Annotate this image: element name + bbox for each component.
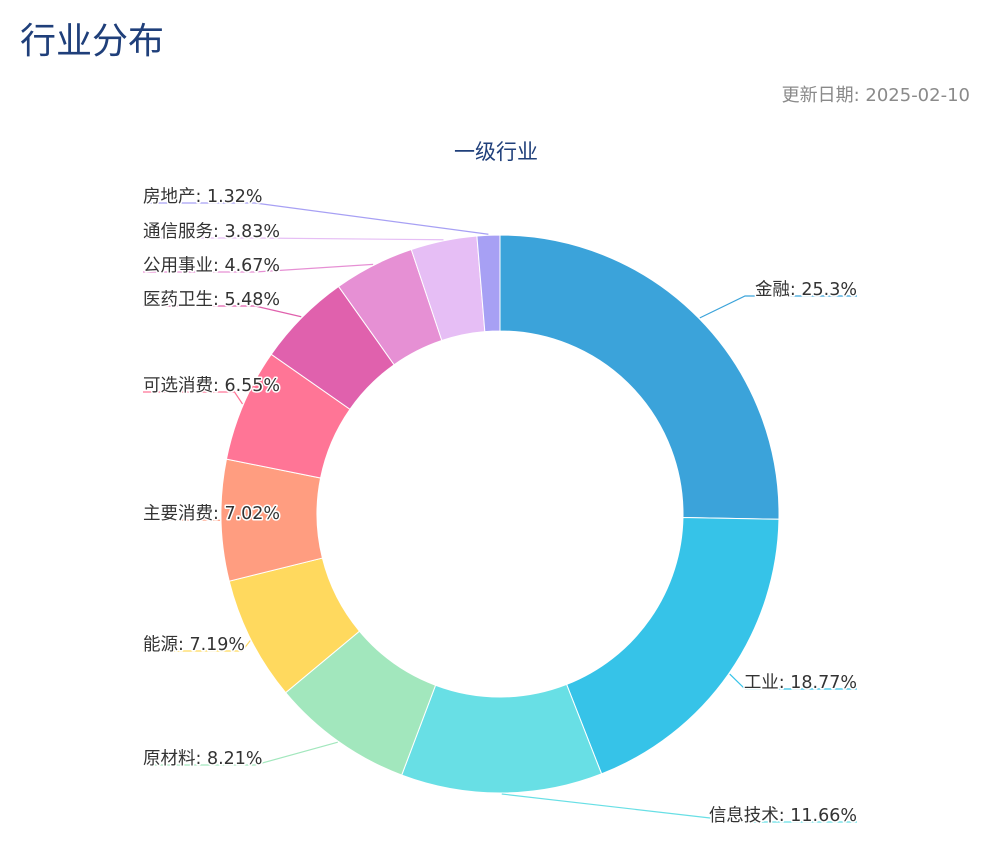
slice-label: 医药卫生: 5.48%	[143, 290, 280, 310]
slice-label: 能源: 7.19%	[143, 635, 245, 655]
leader-line	[501, 793, 857, 823]
page-title: 行业分布	[20, 21, 165, 62]
donut-slices	[220, 234, 780, 794]
slice-label: 主要消费: 7.02%	[143, 504, 280, 524]
slice-label: 可选消费: 6.55%	[143, 376, 280, 396]
donut-slice[interactable]	[476, 234, 501, 333]
leader-line	[143, 237, 444, 241]
slice-label: 信息技术: 11.66%	[709, 806, 857, 826]
slice-label: 通信服务: 3.83%	[143, 222, 280, 242]
leader-line	[143, 263, 374, 273]
leader-line	[143, 741, 338, 766]
slice-label: 金融: 25.3%	[755, 280, 857, 300]
slice-label: 房地产: 1.32%	[143, 187, 263, 207]
donut-slice[interactable]	[565, 516, 780, 775]
leader-line	[143, 640, 251, 652]
slice-label: 公用事业: 4.67%	[143, 256, 280, 276]
slice-label: 工业: 18.77%	[744, 673, 857, 693]
donut-slice[interactable]	[401, 683, 603, 794]
slice-labels: 金融: 25.3% 工业: 18.77% 信息技术: 11.66% 原材料: 8.21…	[142, 186, 859, 828]
slice-label: 原材料: 8.21%	[143, 749, 263, 769]
label-leader-lines	[143, 202, 857, 823]
chart-title: 一级行业	[454, 140, 538, 164]
leader-line	[143, 391, 244, 405]
leader-line	[699, 295, 857, 319]
update-date: 更新日期: 2025-02-10	[781, 85, 970, 106]
leader-line	[729, 673, 857, 690]
donut-slice[interactable]	[499, 234, 780, 520]
leader-line	[143, 305, 302, 318]
leader-line	[143, 202, 489, 235]
